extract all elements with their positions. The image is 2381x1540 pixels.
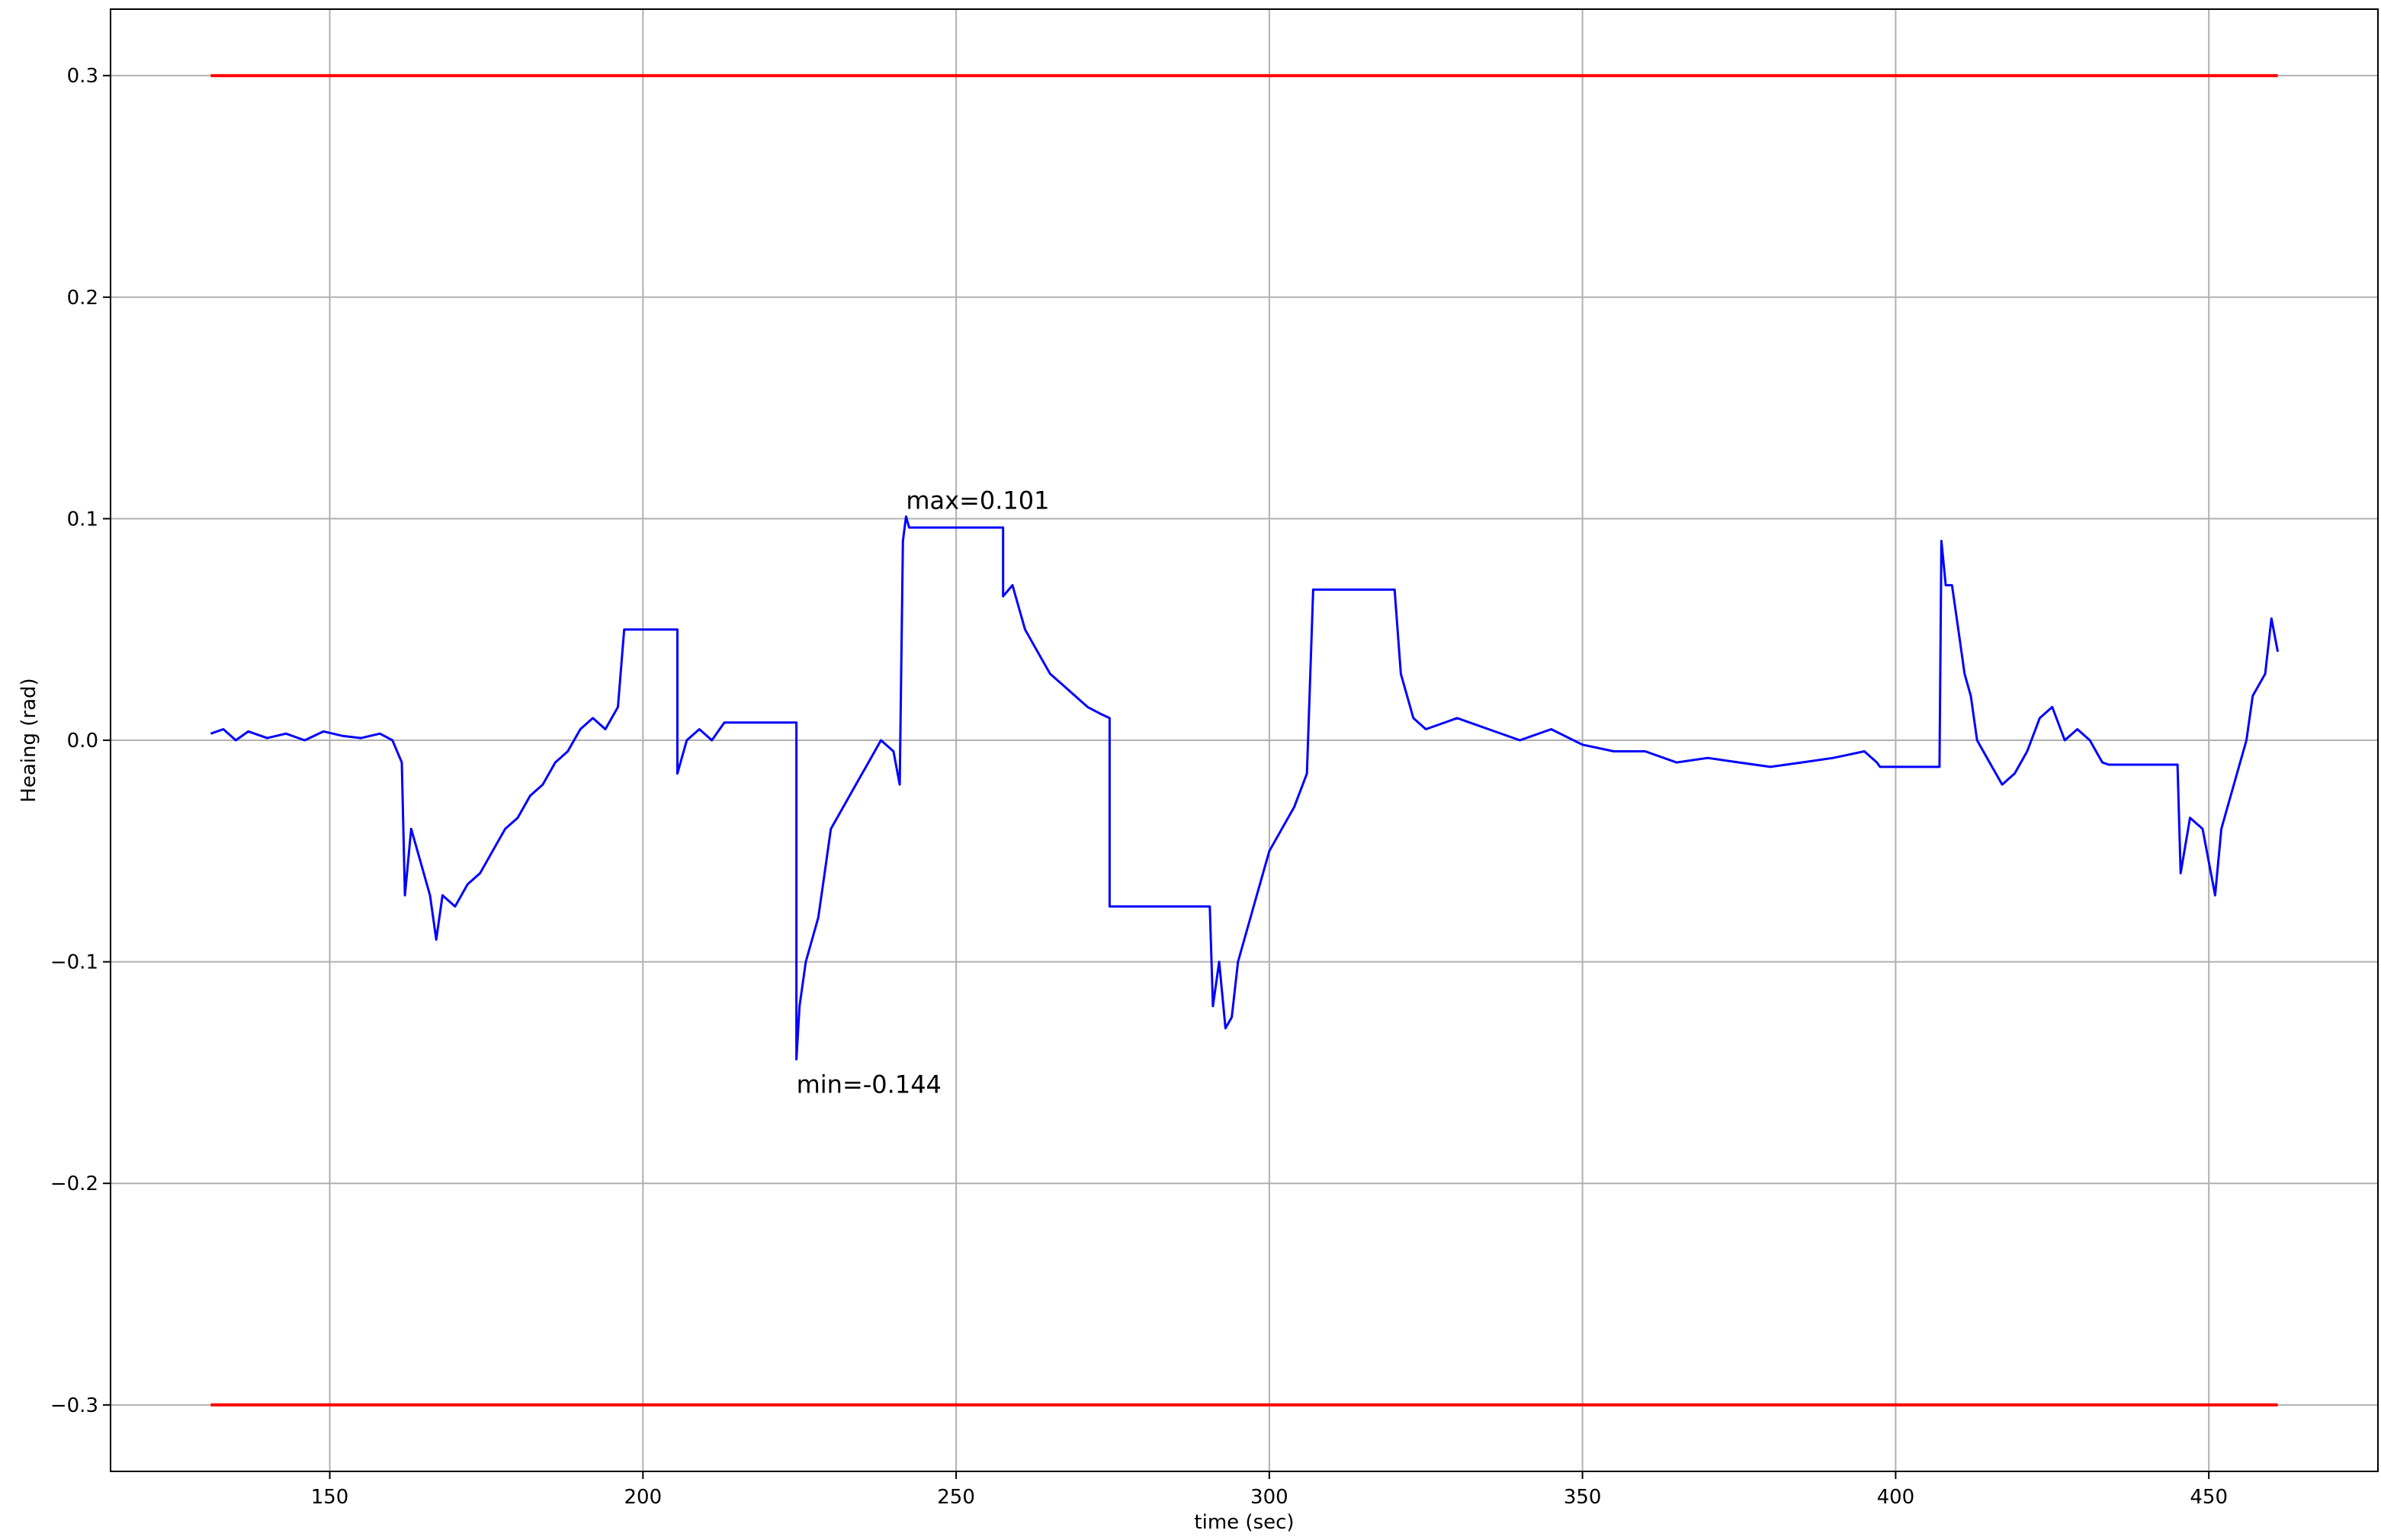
x-tick-label: 200 — [624, 1486, 662, 1509]
x-axis-label: time (sec) — [1194, 1511, 1294, 1534]
annotation: min=-0.144 — [797, 1070, 942, 1099]
x-tick-label: 250 — [937, 1486, 975, 1509]
y-tick-label: 0.3 — [67, 65, 98, 88]
annotation: max=0.101 — [906, 486, 1049, 515]
y-tick-label: 0.1 — [67, 508, 98, 531]
x-tick-label: 350 — [1564, 1486, 1602, 1509]
x-tick-label: 400 — [1877, 1486, 1915, 1509]
y-tick-label: −0.2 — [50, 1173, 98, 1195]
y-tick-label: −0.1 — [50, 951, 98, 974]
y-tick-label: −0.3 — [50, 1394, 98, 1417]
data-line — [210, 515, 2280, 1060]
x-tick-label: 150 — [311, 1486, 349, 1509]
x-tick-label: 450 — [2190, 1486, 2228, 1509]
plot-frame — [110, 8, 2379, 1472]
y-axis-label: Heaing (rad) — [18, 678, 40, 802]
x-tick-label: 300 — [1250, 1486, 1288, 1509]
y-tick-label: 0.0 — [67, 730, 98, 752]
y-tick-label: 0.2 — [67, 287, 98, 310]
